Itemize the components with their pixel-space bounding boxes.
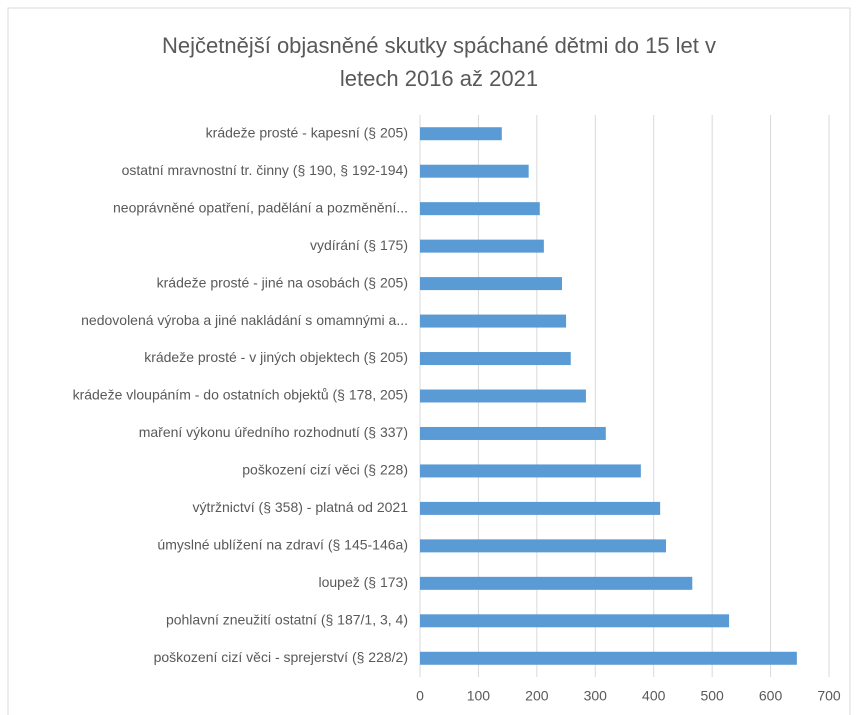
x-tick-label: 500	[700, 688, 724, 704]
y-tick-label: pohlavní zneužití ostatní (§ 187/1, 3, 4…	[166, 612, 408, 628]
bar	[420, 651, 797, 665]
y-tick-label: krádeže vloupáním - do ostatních objektů…	[73, 387, 408, 403]
x-tick-label: 300	[584, 688, 608, 704]
bar	[420, 576, 693, 590]
y-tick-label: neoprávněné opatření, padělání a pozměně…	[113, 199, 408, 215]
x-tick-label: 700	[817, 688, 841, 704]
x-tick-label: 200	[525, 688, 549, 704]
bar	[420, 464, 641, 478]
bar	[420, 314, 567, 328]
y-tick-label: maření výkonu úředního rozhodnutí (§ 337…	[139, 424, 408, 440]
y-tick-label: úmyslné ublížení na zdraví (§ 145-146a)	[157, 537, 408, 553]
bar	[420, 539, 666, 553]
y-tick-label: krádeže prosté - kapesní (§ 205)	[206, 124, 408, 140]
y-tick-label: vydírání (§ 175)	[310, 237, 408, 253]
chart-title: Nejčetnější objasněné skutky spáchané dě…	[162, 33, 716, 91]
y-tick-label: nedovolená výroba a jiné nakládání s oma…	[81, 312, 408, 328]
y-tick-label: poškození cizí věci (§ 228)	[242, 462, 408, 478]
x-tick-label: 0	[416, 688, 424, 704]
bar	[420, 352, 571, 366]
y-tick-label: ostatní mravnostní tr. činny (§ 190, § 1…	[122, 162, 408, 178]
bar	[420, 277, 562, 291]
x-tick-label: 400	[642, 688, 666, 704]
y-tick-label: krádeže prosté - v jiných objektech (§ 2…	[144, 349, 408, 365]
bar	[420, 389, 586, 403]
y-tick-label: loupež (§ 173)	[318, 574, 408, 590]
y-tick-label: poškození cizí věci - sprejerství (§ 228…	[154, 649, 408, 665]
y-tick-label: krádeže prosté - jiné na osobách (§ 205)	[157, 274, 408, 290]
x-tick-label: 600	[759, 688, 783, 704]
y-tick-label: výtržnictví (§ 358) - platná od 2021	[192, 499, 408, 515]
bar	[420, 426, 606, 440]
bar	[420, 127, 502, 141]
bar	[420, 614, 730, 628]
bar	[420, 164, 529, 178]
bar	[420, 239, 544, 253]
bar	[420, 202, 540, 216]
bar	[420, 501, 661, 515]
x-tick-label: 100	[467, 688, 491, 704]
